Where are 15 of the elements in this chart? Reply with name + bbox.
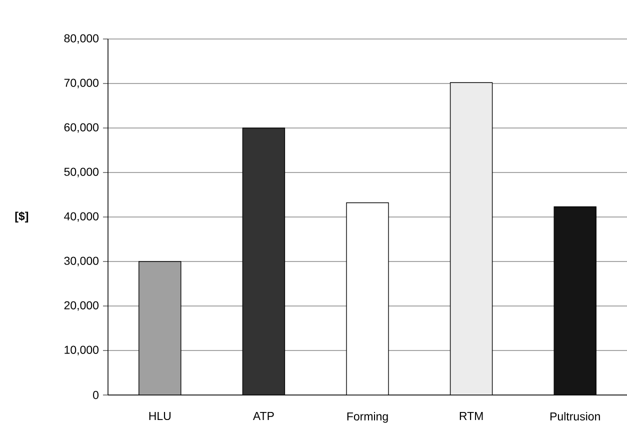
y-tick-label: 30,000 — [64, 256, 99, 266]
y-tick-label: 50,000 — [64, 168, 99, 178]
y-tick-label: 80,000 — [64, 34, 99, 44]
y-axis-title: [$] — [15, 212, 28, 222]
y-tick-label: 70,000 — [64, 78, 99, 88]
y-tick-label: 40,000 — [64, 212, 99, 222]
x-tick-label: Pultrusion — [550, 412, 600, 420]
y-tick-label: 60,000 — [64, 123, 99, 133]
y-tick-label: 0 — [93, 390, 99, 400]
x-tick-label: ATP — [252, 412, 274, 420]
x-tick-label: Forming — [347, 412, 388, 423]
y-tick-label: 20,000 — [64, 301, 99, 311]
x-tick-label: RTM — [460, 412, 483, 420]
x-tick-label: HLU — [149, 412, 171, 420]
y-tick-label: 10,000 — [64, 346, 99, 356]
